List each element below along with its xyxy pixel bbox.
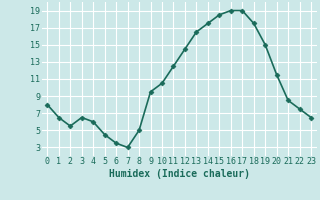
X-axis label: Humidex (Indice chaleur): Humidex (Indice chaleur) bbox=[109, 169, 250, 179]
